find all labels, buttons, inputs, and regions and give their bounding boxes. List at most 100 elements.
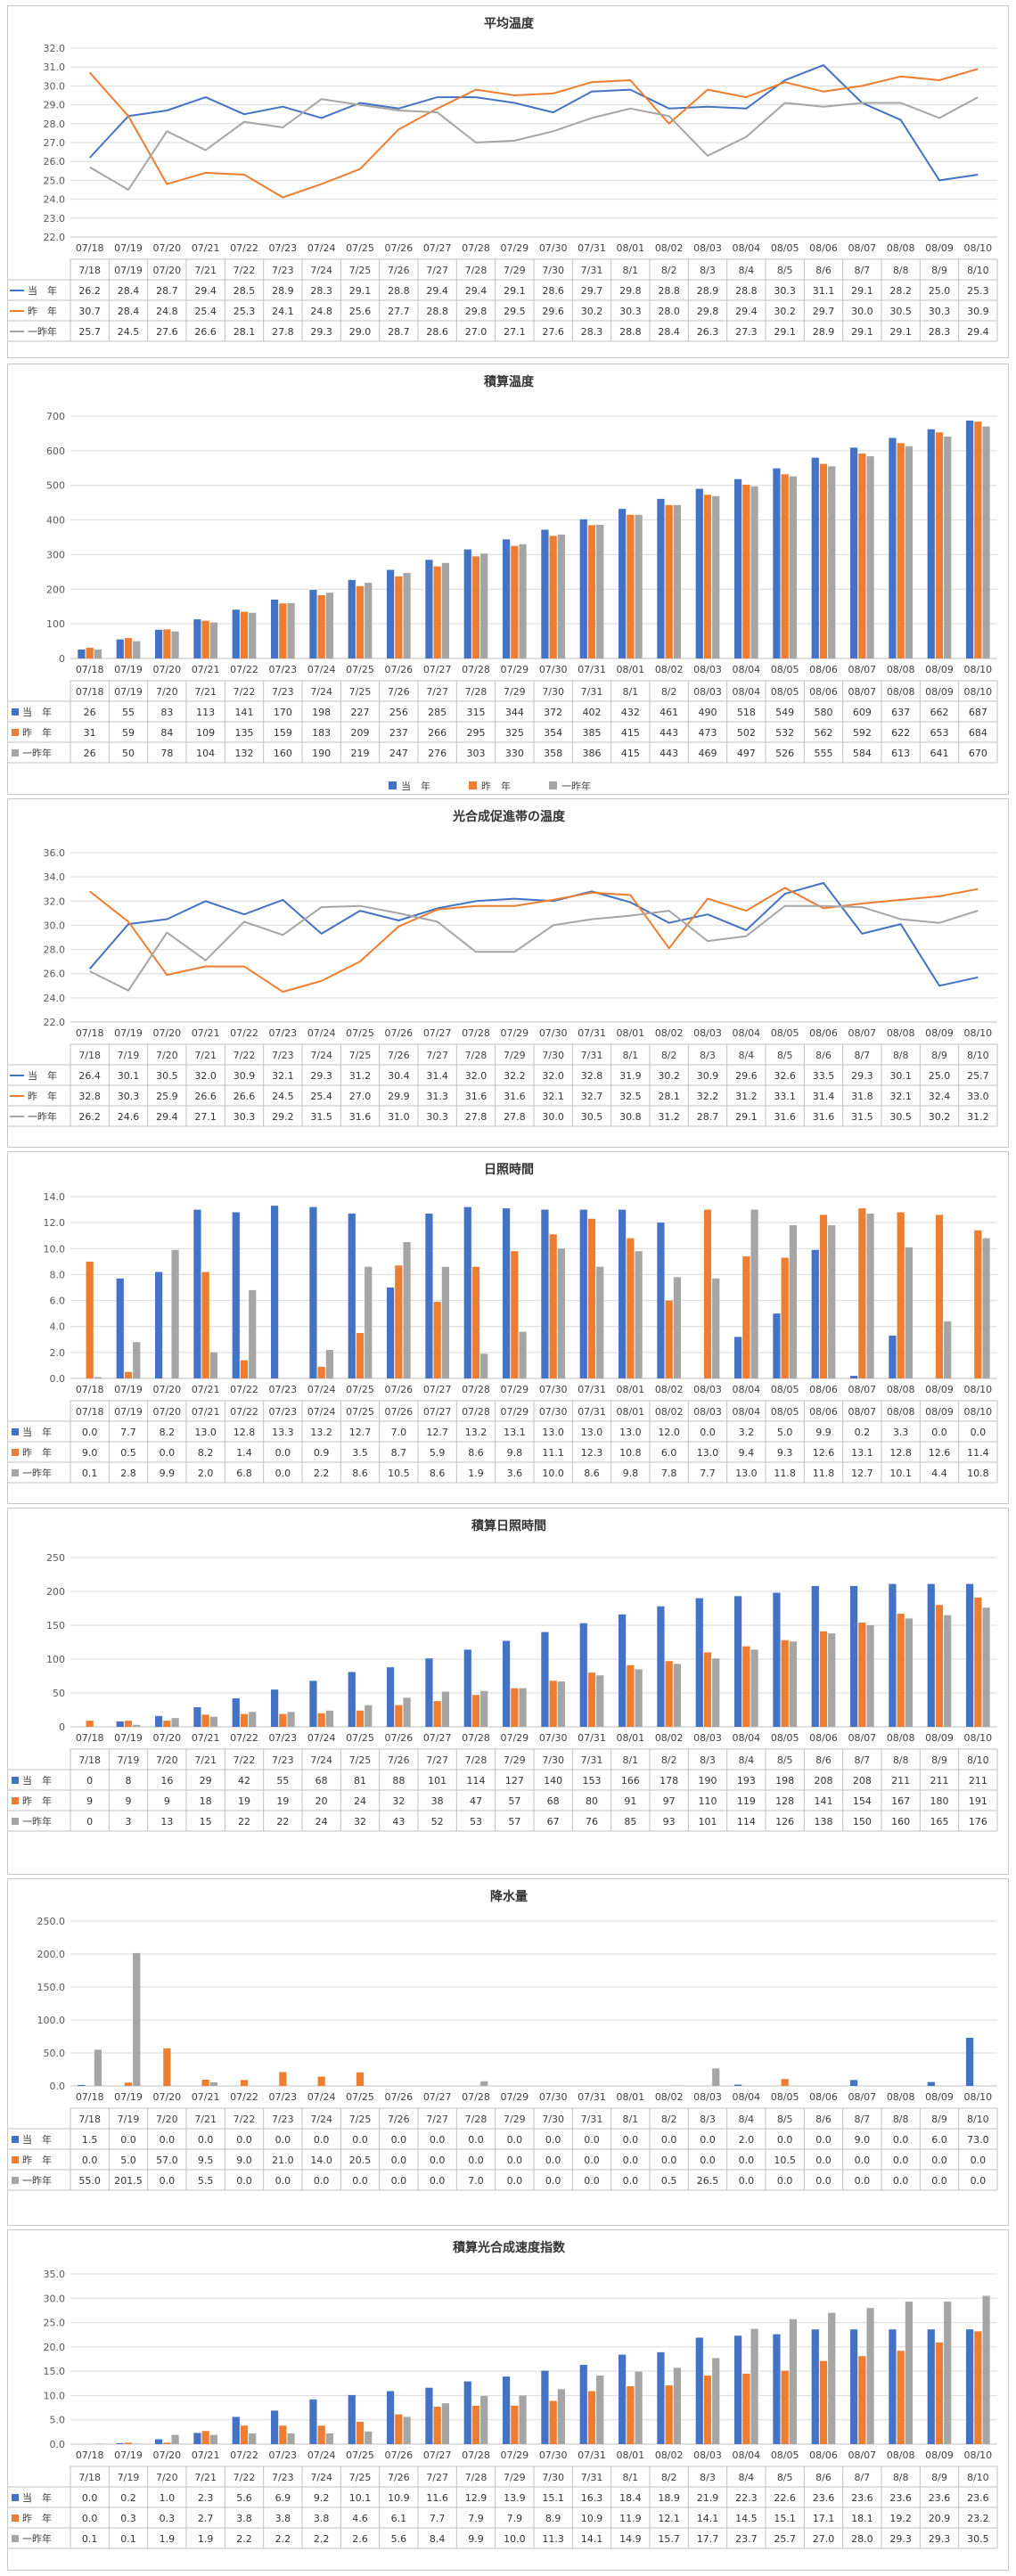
current-year-bar xyxy=(425,560,433,658)
table-value-cell: 662 xyxy=(930,707,949,718)
two-years-ago-bar xyxy=(480,1690,488,1727)
table-value-cell: 23.6 xyxy=(929,2492,951,2504)
x-tick-label: 07/21 xyxy=(192,2091,220,2103)
two-years-ago-bar xyxy=(596,1266,604,1378)
current-year-bar xyxy=(541,529,549,658)
y-tick-label: 28.0 xyxy=(44,119,66,130)
current-year-legend-key xyxy=(12,2494,19,2501)
table-date-cell: 8/1 xyxy=(622,1754,638,1766)
table-value-cell: 28.6 xyxy=(426,326,448,338)
current-year-bar xyxy=(425,1658,433,1727)
x-tick-label: 07/19 xyxy=(114,1732,143,1744)
table-value-cell: 160 xyxy=(274,748,292,759)
table-value-cell: 30.5 xyxy=(889,306,912,317)
table-value-cell: 6.1 xyxy=(391,2513,407,2524)
table-value-cell: 5.6 xyxy=(236,2492,252,2504)
table-date-cell: 8/3 xyxy=(700,265,716,276)
y-tick-label: 23.0 xyxy=(44,213,66,225)
x-tick-label: 08/01 xyxy=(616,1732,644,1744)
table-value-cell: 26.4 xyxy=(78,1070,101,1082)
current-year-bar xyxy=(579,1623,587,1727)
table-value-cell: 43 xyxy=(392,1816,405,1828)
table-date-cell: 7/18 xyxy=(78,1754,101,1766)
table-value-cell: 30.3 xyxy=(619,306,642,317)
current-year-label: 当 年 xyxy=(22,706,52,718)
x-tick-label: 08/10 xyxy=(963,2449,992,2461)
table-date-cell: 8/8 xyxy=(893,2472,909,2483)
table-value-cell: 25.3 xyxy=(967,285,989,297)
table-value-cell: 15.7 xyxy=(658,2533,680,2545)
current-year-bar xyxy=(811,1249,819,1378)
table-value-cell: 33.1 xyxy=(774,1091,796,1102)
table-value-cell: 20.5 xyxy=(349,2155,372,2166)
table-value-cell: 101 xyxy=(699,1816,717,1828)
x-tick-label: 07/18 xyxy=(76,2449,104,2461)
chart-title: 積算光合成速度指数 xyxy=(452,2240,566,2255)
table-value-cell: 3.6 xyxy=(507,1468,523,1479)
x-tick-label: 07/26 xyxy=(384,242,413,254)
table-date-cell: 8/8 xyxy=(893,2114,909,2125)
table-value-cell: 28.3 xyxy=(310,285,332,297)
table-value-cell: 0.2 xyxy=(855,1427,871,1438)
table-value-cell: 27.6 xyxy=(542,326,564,338)
table-value-cell: 432 xyxy=(621,707,640,718)
table-value-cell: 29.1 xyxy=(504,285,526,297)
table-value-cell: 0.9 xyxy=(314,1447,330,1459)
table-value-cell: 29.8 xyxy=(697,306,719,317)
current-year-label: 当 年 xyxy=(22,2491,52,2504)
table-value-cell: 29.4 xyxy=(465,285,488,297)
table-value-cell: 33.5 xyxy=(813,1070,835,1082)
last-year-bar xyxy=(201,2431,209,2444)
table-date-cell: 08/10 xyxy=(963,1406,992,1418)
table-value-cell: 415 xyxy=(621,727,640,739)
two-years-ago-bar xyxy=(480,2081,488,2086)
x-tick-label: 08/06 xyxy=(809,1732,838,1744)
table-value-cell: 15.1 xyxy=(774,2513,796,2524)
table-date-cell: 7/19 xyxy=(118,1050,140,1061)
last-year-bar xyxy=(781,1640,789,1727)
y-tick-label: 5.0 xyxy=(50,2415,66,2426)
table-value-cell: 11.8 xyxy=(774,1468,796,1479)
table-value-cell: 198 xyxy=(312,707,331,718)
table-value-cell: 9.9 xyxy=(160,1468,176,1479)
table-date-cell: 8/8 xyxy=(893,265,909,276)
table-value-cell: 9.0 xyxy=(236,2155,252,2166)
x-tick-label: 08/04 xyxy=(732,1027,760,1039)
table-value-cell: 141 xyxy=(235,707,254,718)
last-year-bar xyxy=(317,2425,325,2444)
table-value-cell: 29.1 xyxy=(774,326,796,338)
x-tick-label: 08/01 xyxy=(616,1384,644,1395)
table-value-cell: 31.6 xyxy=(349,1111,372,1123)
table-value-cell: 13.2 xyxy=(310,1427,332,1438)
x-tick-label: 07/18 xyxy=(76,664,104,675)
table-value-cell: 31.4 xyxy=(426,1070,448,1082)
table-value-cell: 10.1 xyxy=(349,2492,372,2504)
table-value-cell: 13.0 xyxy=(194,1427,217,1438)
table-date-cell: 7/30 xyxy=(542,2472,564,2483)
last-year-bar xyxy=(279,1713,287,1727)
table-value-cell: 29.1 xyxy=(349,285,372,297)
table-value-cell: 0.0 xyxy=(739,2175,755,2187)
table-value-cell: 176 xyxy=(969,1816,987,1828)
table-value-cell: 141 xyxy=(815,1795,833,1807)
last-year-bar xyxy=(471,556,480,658)
last-year-bar xyxy=(627,1664,635,1727)
table-value-cell: 0.0 xyxy=(623,2155,639,2166)
table-date-cell: 7/27 xyxy=(426,686,448,698)
two-years-ago-bar xyxy=(209,622,218,658)
last-year-bar xyxy=(549,2400,557,2444)
table-value-cell: 12.0 xyxy=(658,1427,680,1438)
table-date-cell: 7/24 xyxy=(310,2472,332,2483)
table-value-cell: 191 xyxy=(969,1795,987,1807)
x-tick-label: 07/29 xyxy=(500,2091,528,2103)
current-year-legend-key xyxy=(12,1428,19,1435)
table-value-cell: 15 xyxy=(200,1816,212,1828)
table-date-cell: 7/28 xyxy=(465,2472,488,2483)
two-years-ago-label: 一昨年 xyxy=(22,1815,52,1828)
current-year-label: 当 年 xyxy=(22,1774,52,1787)
last-year-bar xyxy=(935,1214,944,1378)
x-tick-label: 08/02 xyxy=(655,1027,684,1039)
table-date-cell: 08/07 xyxy=(848,686,876,698)
x-tick-label: 07/31 xyxy=(578,1027,606,1039)
table-date-cell: 8/10 xyxy=(967,2472,989,2483)
